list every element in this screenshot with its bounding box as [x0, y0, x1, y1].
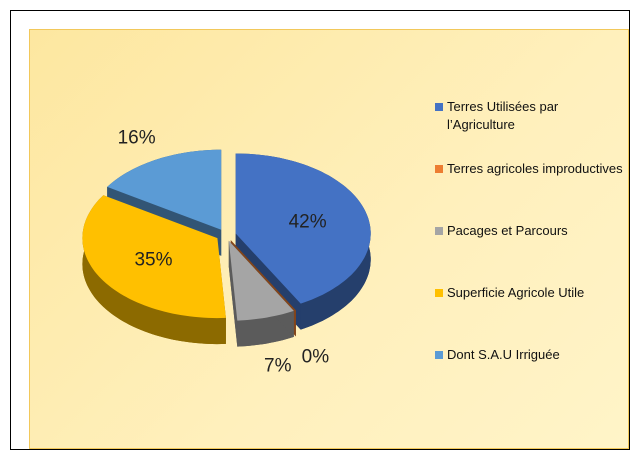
data-label: 42% — [289, 212, 327, 233]
legend-item: Terres agricoles improductives — [435, 160, 625, 222]
plot-panel: 42% 0% 7% 35% 16% Terres Utilisées par l’Agr… — [29, 29, 629, 449]
data-label: 16% — [118, 128, 156, 149]
legend-swatch — [435, 289, 443, 297]
slice — [230, 240, 296, 311]
legend-item: Terres Utilisées par l’Agriculture — [435, 98, 625, 160]
slice-side — [228, 240, 238, 347]
chart-frame: 42% 0% 7% 35% 16% Terres Utilisées par l’Agr… — [10, 10, 630, 450]
slice — [82, 195, 226, 319]
legend: Terres Utilisées par l’Agriculture Terres… — [435, 98, 625, 408]
data-label: 0% — [302, 346, 330, 367]
legend-label: Pacages et Parcours — [447, 223, 568, 238]
slice-side — [82, 195, 226, 345]
legend-swatch — [435, 103, 443, 111]
legend-swatch — [435, 165, 443, 173]
legend-item: Dont S.A.U Irriguée — [435, 346, 625, 408]
legend-label: Dont S.A.U Irriguée — [447, 347, 560, 362]
legend-item: Pacages et Parcours — [435, 222, 625, 284]
data-label: 7% — [264, 356, 292, 377]
legend-label: Terres Utilisées par l’Agriculture — [447, 99, 559, 132]
slice — [235, 153, 371, 304]
legend-label: Superficie Agricole Utile — [447, 285, 585, 300]
legend-swatch — [435, 227, 443, 235]
legend-item: Superficie Agricole Utile — [435, 284, 625, 346]
legend-label: Terres agricoles improductives — [447, 161, 623, 176]
slice — [107, 149, 222, 230]
data-label: 35% — [134, 249, 172, 270]
chart: 42% 0% 7% 35% 16% — [82, 128, 371, 377]
slice — [228, 240, 294, 321]
legend-swatch — [435, 351, 443, 359]
